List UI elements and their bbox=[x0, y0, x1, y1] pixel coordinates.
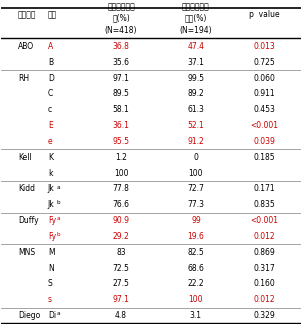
Text: 0.013: 0.013 bbox=[254, 42, 276, 51]
Text: 0.835: 0.835 bbox=[254, 200, 276, 209]
Text: 82.5: 82.5 bbox=[188, 248, 204, 257]
Text: 27.5: 27.5 bbox=[113, 280, 130, 289]
Text: k: k bbox=[48, 169, 52, 177]
Text: 83: 83 bbox=[116, 248, 126, 257]
Text: 47.4: 47.4 bbox=[187, 42, 204, 51]
Text: 90.9: 90.9 bbox=[113, 216, 130, 225]
Text: 0: 0 bbox=[194, 153, 198, 162]
Text: 100: 100 bbox=[189, 295, 203, 304]
Text: Fy: Fy bbox=[48, 232, 56, 241]
Text: Jk: Jk bbox=[48, 184, 55, 193]
Text: C: C bbox=[48, 89, 53, 98]
Text: Fy: Fy bbox=[48, 216, 56, 225]
Text: Jk: Jk bbox=[48, 200, 55, 209]
Text: 89.2: 89.2 bbox=[188, 89, 204, 98]
Text: 72.7: 72.7 bbox=[188, 184, 204, 193]
Text: 29.2: 29.2 bbox=[113, 232, 130, 241]
Text: 97.1: 97.1 bbox=[113, 73, 130, 83]
Text: 89.5: 89.5 bbox=[113, 89, 130, 98]
Text: 항원: 항원 bbox=[48, 10, 57, 19]
Text: 0.012: 0.012 bbox=[254, 232, 275, 241]
Text: <0.001: <0.001 bbox=[251, 216, 279, 225]
Text: 58.1: 58.1 bbox=[113, 105, 130, 114]
Text: (N=418): (N=418) bbox=[105, 26, 137, 35]
Text: N: N bbox=[48, 264, 53, 273]
Text: Diego: Diego bbox=[18, 311, 40, 320]
Text: 95.5: 95.5 bbox=[113, 137, 130, 146]
Text: p  value: p value bbox=[249, 10, 280, 19]
Text: c: c bbox=[48, 105, 52, 114]
Text: S: S bbox=[48, 280, 53, 289]
Text: 37.1: 37.1 bbox=[188, 58, 204, 67]
Text: 68.6: 68.6 bbox=[188, 264, 204, 273]
Text: 19.6: 19.6 bbox=[188, 232, 204, 241]
Text: 22.2: 22.2 bbox=[188, 280, 204, 289]
Text: 72.5: 72.5 bbox=[113, 264, 130, 273]
Text: 0.185: 0.185 bbox=[254, 153, 275, 162]
Text: (N=194): (N=194) bbox=[180, 26, 212, 35]
Text: M: M bbox=[48, 248, 54, 257]
Text: a: a bbox=[56, 185, 60, 189]
Text: 0.012: 0.012 bbox=[254, 295, 275, 304]
Text: MNS: MNS bbox=[18, 248, 35, 257]
Text: 97.1: 97.1 bbox=[113, 295, 130, 304]
Text: 77.8: 77.8 bbox=[113, 184, 130, 193]
Text: 다문화가정자
녀(%): 다문화가정자 녀(%) bbox=[107, 3, 135, 22]
Text: 0.453: 0.453 bbox=[254, 105, 276, 114]
Text: a: a bbox=[56, 311, 60, 316]
Text: 35.6: 35.6 bbox=[113, 58, 130, 67]
Text: 61.3: 61.3 bbox=[188, 105, 204, 114]
Text: 혈액형군: 혈액형군 bbox=[18, 10, 36, 19]
Text: 0.911: 0.911 bbox=[254, 89, 275, 98]
Text: s: s bbox=[48, 295, 52, 304]
Text: 36.8: 36.8 bbox=[113, 42, 130, 51]
Text: 100: 100 bbox=[114, 169, 128, 177]
Text: 1.2: 1.2 bbox=[115, 153, 127, 162]
Text: e: e bbox=[48, 137, 52, 146]
Text: 36.1: 36.1 bbox=[113, 121, 130, 130]
Text: D: D bbox=[48, 73, 54, 83]
Text: 91.2: 91.2 bbox=[188, 137, 204, 146]
Text: 99: 99 bbox=[191, 216, 201, 225]
Text: 0.725: 0.725 bbox=[254, 58, 276, 67]
Text: 77.3: 77.3 bbox=[187, 200, 204, 209]
Text: b: b bbox=[56, 232, 60, 237]
Text: Kidd: Kidd bbox=[18, 184, 35, 193]
Text: 0.317: 0.317 bbox=[254, 264, 276, 273]
Text: b: b bbox=[56, 201, 60, 205]
Text: A: A bbox=[48, 42, 53, 51]
Text: K: K bbox=[48, 153, 53, 162]
Text: 0.039: 0.039 bbox=[254, 137, 276, 146]
Text: 99.5: 99.5 bbox=[187, 73, 204, 83]
Text: 52.1: 52.1 bbox=[188, 121, 204, 130]
Text: B: B bbox=[48, 58, 53, 67]
Text: 0.329: 0.329 bbox=[254, 311, 276, 320]
Text: 0.060: 0.060 bbox=[254, 73, 276, 83]
Text: Kell: Kell bbox=[18, 153, 32, 162]
Text: 100: 100 bbox=[189, 169, 203, 177]
Text: RH: RH bbox=[18, 73, 29, 83]
Text: Duffy: Duffy bbox=[18, 216, 38, 225]
Text: 0.869: 0.869 bbox=[254, 248, 276, 257]
Text: 0.171: 0.171 bbox=[254, 184, 275, 193]
Text: <0.001: <0.001 bbox=[251, 121, 279, 130]
Text: 0.160: 0.160 bbox=[254, 280, 276, 289]
Text: 76.6: 76.6 bbox=[113, 200, 130, 209]
Text: 3.1: 3.1 bbox=[190, 311, 202, 320]
Text: ABO: ABO bbox=[18, 42, 34, 51]
Text: E: E bbox=[48, 121, 53, 130]
Text: 비다문화가정
자녀(%): 비다문화가정 자녀(%) bbox=[182, 3, 210, 22]
Text: a: a bbox=[56, 216, 60, 221]
Text: Di: Di bbox=[48, 311, 56, 320]
Text: 4.8: 4.8 bbox=[115, 311, 127, 320]
